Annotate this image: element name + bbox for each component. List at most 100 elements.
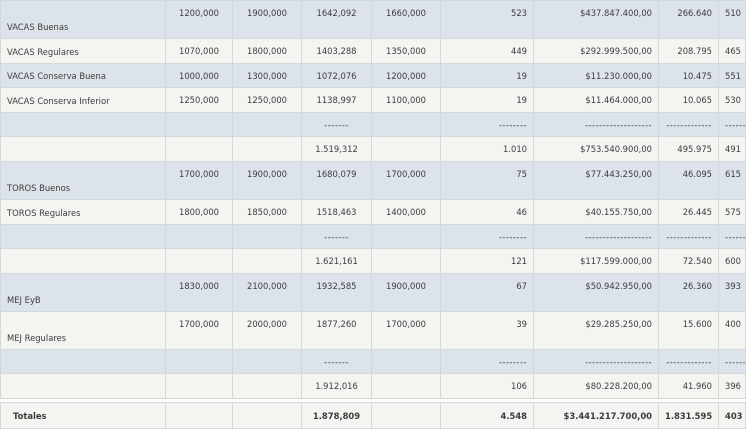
total-kg: 208.795 <box>659 39 719 64</box>
avg-weight: 1877,260 <box>302 312 372 350</box>
max-weight: 1900,000 <box>233 1 302 39</box>
min-weight <box>166 249 233 274</box>
table-row: VACAS Regulares 1070,000 1800,000 1403,288 1… <box>1 39 746 64</box>
avg-weight: ------- <box>302 225 372 249</box>
amount: $80.228.200,00 <box>534 374 659 399</box>
avg-weight: 1680,079 <box>302 162 372 200</box>
amount: ------------------- <box>534 113 659 137</box>
total-kg: 46.095 <box>659 162 719 200</box>
min-weight <box>166 225 233 249</box>
avg-weight: ------- <box>302 350 372 374</box>
table-row: MEJ Regulares 1700,000 2000,000 1877,260 170… <box>1 312 746 350</box>
head-count: -------- <box>441 350 534 374</box>
amount: ------------------- <box>534 225 659 249</box>
ref-weight: 1660,000 <box>372 1 441 39</box>
table-row: VACAS Conserva Inferior 1250,000 1250,000 1… <box>1 88 746 113</box>
min-weight <box>166 113 233 137</box>
avg-weight: ------- <box>302 113 372 137</box>
price: ------ <box>719 113 746 137</box>
subtotal-row: 1.519,312 1.010 $753.540.900,00 495.975 491 <box>1 137 746 162</box>
price: 551 <box>719 64 746 88</box>
total-kg: 72.540 <box>659 249 719 274</box>
price: 400 <box>719 312 746 350</box>
avg-weight: 1.519,312 <box>302 137 372 162</box>
totals-price: 403 <box>719 403 746 429</box>
totals-count: 4.548 <box>441 403 534 429</box>
amount: $29.285.250,00 <box>534 312 659 350</box>
subtotal-row: 1.621,161 121 $117.599.000,00 72.540 600 <box>1 249 746 274</box>
category-label: MEJ Regulares <box>1 312 166 350</box>
table-row: TOROS Regulares 1800,000 1850,000 1518,463 1… <box>1 200 746 225</box>
separator-row: ------- -------- ------------------- ------… <box>1 113 746 137</box>
table-row: VACAS Buenas 1200,000 1900,000 1642,092 1660… <box>1 1 746 39</box>
ref-weight: 1200,000 <box>372 64 441 88</box>
head-count: 19 <box>441 88 534 113</box>
avg-weight: 1932,585 <box>302 274 372 312</box>
category-label <box>1 225 166 249</box>
total-kg: ------------- <box>659 113 719 137</box>
price: 575 <box>719 200 746 225</box>
head-count: -------- <box>441 225 534 249</box>
amount: $50.942.950,00 <box>534 274 659 312</box>
head-count: -------- <box>441 113 534 137</box>
price: 393 <box>719 274 746 312</box>
min-weight: 1200,000 <box>166 1 233 39</box>
total-kg: 26.360 <box>659 274 719 312</box>
ref-weight: 1700,000 <box>372 162 441 200</box>
price: 600 <box>719 249 746 274</box>
category-label: VACAS Conserva Buena <box>1 64 166 88</box>
category-label <box>1 113 166 137</box>
max-weight: 1300,000 <box>233 64 302 88</box>
amount: $292.999.500,00 <box>534 39 659 64</box>
price: 530 <box>719 88 746 113</box>
totals-table: Totales 1.878,809 4.548 $3.441.217.700,0… <box>0 402 746 429</box>
total-kg: 26.445 <box>659 200 719 225</box>
amount: $40.155.750,00 <box>534 200 659 225</box>
subtotal-row: 1.912,016 106 $80.228.200,00 41.960 396 <box>1 374 746 399</box>
price: 615 <box>719 162 746 200</box>
amount: $11.464.000,00 <box>534 88 659 113</box>
total-kg: 41.960 <box>659 374 719 399</box>
max-weight: 1850,000 <box>233 200 302 225</box>
head-count: 523 <box>441 1 534 39</box>
price: 491 <box>719 137 746 162</box>
category-label <box>1 374 166 399</box>
price: 396 <box>719 374 746 399</box>
head-count: 39 <box>441 312 534 350</box>
totals-row: Totales 1.878,809 4.548 $3.441.217.700,0… <box>1 403 746 429</box>
min-weight: 1700,000 <box>166 162 233 200</box>
category-label: TOROS Buenos <box>1 162 166 200</box>
category-label: TOROS Regulares <box>1 200 166 225</box>
total-kg: ------------- <box>659 225 719 249</box>
avg-weight: 1403,288 <box>302 39 372 64</box>
min-weight: 1800,000 <box>166 200 233 225</box>
totals-avg-weight: 1.878,809 <box>302 403 372 429</box>
ref-weight <box>372 225 441 249</box>
ref-weight <box>372 350 441 374</box>
amount: $437.847.400,00 <box>534 1 659 39</box>
category-label <box>1 249 166 274</box>
max-weight: 1250,000 <box>233 88 302 113</box>
ref-weight: 1700,000 <box>372 312 441 350</box>
total-kg: 266.640 <box>659 1 719 39</box>
head-count: 67 <box>441 274 534 312</box>
avg-weight: 1138,997 <box>302 88 372 113</box>
avg-weight: 1518,463 <box>302 200 372 225</box>
ref-weight: 1350,000 <box>372 39 441 64</box>
amount: $11.230.000,00 <box>534 64 659 88</box>
head-count: 449 <box>441 39 534 64</box>
min-weight <box>166 374 233 399</box>
totals-kg: 1.831.595 <box>659 403 719 429</box>
head-count: 1.010 <box>441 137 534 162</box>
price: ------ <box>719 350 746 374</box>
min-weight: 1070,000 <box>166 39 233 64</box>
total-kg: ------------- <box>659 350 719 374</box>
max-weight <box>233 249 302 274</box>
head-count: 75 <box>441 162 534 200</box>
category-label <box>1 137 166 162</box>
max-weight <box>233 113 302 137</box>
table-row: TOROS Buenos 1700,000 1900,000 1680,079 1700… <box>1 162 746 200</box>
ref-weight <box>372 374 441 399</box>
separator-row: ------- -------- ------------------- ------… <box>1 350 746 374</box>
max-weight: 1900,000 <box>233 162 302 200</box>
